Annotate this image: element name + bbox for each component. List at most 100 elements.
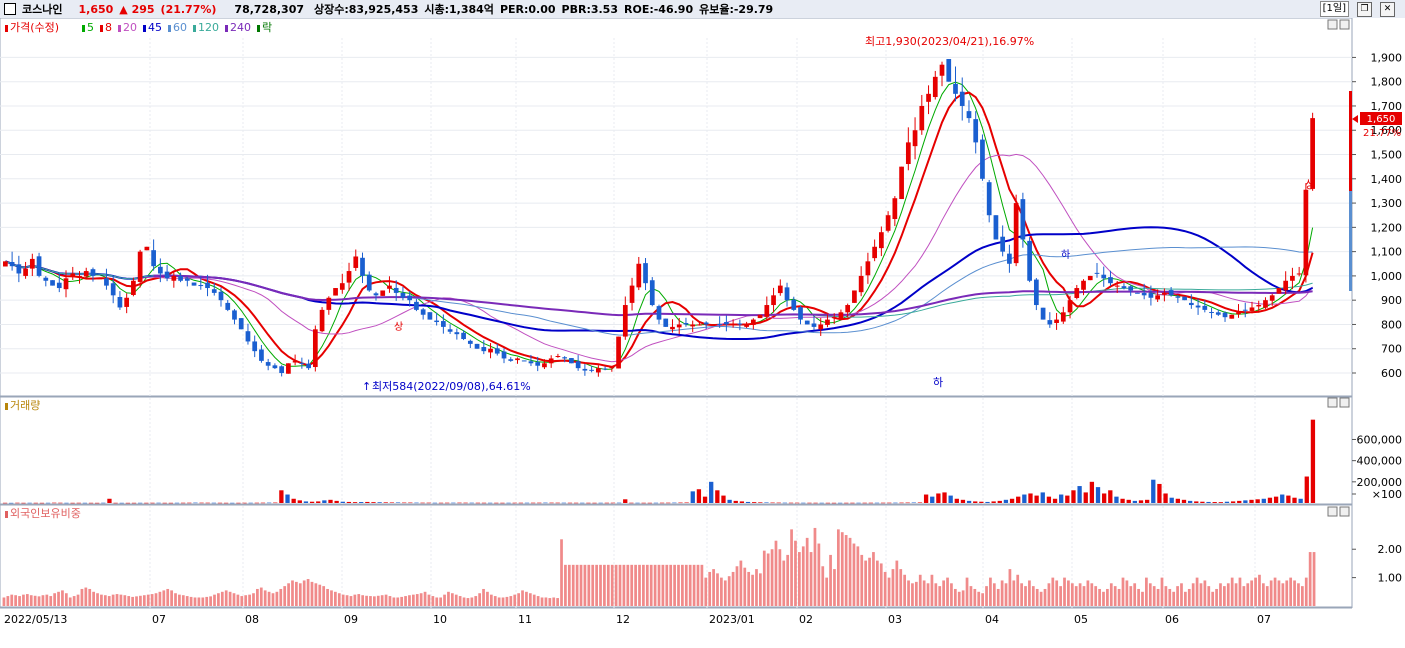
volume-bar bbox=[445, 502, 450, 504]
candle-body bbox=[548, 358, 554, 364]
candle-body bbox=[582, 368, 588, 371]
foreign-bar bbox=[135, 596, 138, 606]
foreign-bar bbox=[1297, 583, 1300, 606]
volume-bar bbox=[426, 502, 431, 504]
volume-bar bbox=[1310, 419, 1316, 503]
candle-body bbox=[919, 105, 925, 131]
foreign-bar bbox=[692, 564, 696, 606]
volume-bar bbox=[672, 502, 677, 504]
foreign-bar bbox=[193, 597, 197, 606]
foreign-bar bbox=[1004, 583, 1008, 606]
price-tick-label: 800 bbox=[1381, 318, 1402, 331]
period-selector[interactable]: [1일] bbox=[1319, 1, 1349, 17]
volume-tick-label: ×100 bbox=[1372, 488, 1402, 501]
price-panel-minimize-icon[interactable] bbox=[1327, 19, 1338, 30]
foreign-bar bbox=[1086, 580, 1090, 606]
foreign-legend-label: 외국인보유비중 bbox=[10, 507, 81, 520]
volume-bar bbox=[758, 502, 763, 503]
candle-body bbox=[366, 274, 372, 291]
foreign-bar bbox=[174, 593, 177, 606]
foreign-bar bbox=[1172, 591, 1176, 606]
candle-body bbox=[811, 323, 817, 327]
foreign-bar bbox=[1055, 580, 1059, 606]
foreign-bar bbox=[798, 552, 801, 606]
restore-window-icon[interactable]: ❐ bbox=[1357, 1, 1372, 17]
stock-chart[interactable]: 가격(수정) 5 8 20 45 60 120 240 락 거래량 외국인보유비중 1,9001… bbox=[0, 18, 1405, 648]
volume-bar bbox=[1194, 501, 1199, 503]
candle-body bbox=[622, 305, 628, 337]
foreign-bar bbox=[712, 569, 715, 606]
foreign-bar bbox=[1082, 586, 1086, 606]
volume-tick-label: 600,000 bbox=[1357, 433, 1403, 446]
price-panel-close-icon[interactable] bbox=[1339, 19, 1350, 30]
candle-body bbox=[858, 275, 864, 293]
foreign-tick-label: 1.00 bbox=[1378, 572, 1403, 585]
candle-body bbox=[993, 215, 999, 240]
volume-bar bbox=[328, 499, 333, 503]
volume-bar bbox=[199, 502, 204, 504]
volume-bar bbox=[745, 501, 751, 503]
close-window-icon[interactable]: ✕ bbox=[1380, 1, 1395, 17]
foreign-bar bbox=[1043, 588, 1047, 606]
volume-bar bbox=[678, 502, 683, 504]
select-checkbox[interactable] bbox=[4, 3, 16, 15]
foreign-bar bbox=[1265, 586, 1269, 606]
volume-bar bbox=[438, 502, 444, 504]
volume-bar bbox=[475, 502, 481, 504]
candle-body bbox=[852, 290, 857, 303]
candle-body bbox=[986, 182, 992, 216]
foreign-panel-close-icon[interactable] bbox=[1339, 506, 1350, 517]
foreign-bar bbox=[1141, 591, 1144, 606]
candle-body bbox=[259, 349, 264, 361]
volume-bar bbox=[1102, 493, 1107, 503]
volume-bar bbox=[979, 501, 984, 503]
foreign-bar bbox=[1211, 591, 1215, 606]
ma-legend-swatch bbox=[225, 25, 228, 32]
volume-bar bbox=[223, 502, 229, 504]
foreign-bar bbox=[517, 593, 520, 606]
foreign-bar bbox=[41, 595, 45, 606]
volume-bar bbox=[1163, 493, 1168, 503]
foreign-bar bbox=[700, 564, 704, 606]
foreign-bar bbox=[1129, 586, 1133, 606]
foreign-bar bbox=[509, 596, 513, 606]
candle-body bbox=[1067, 300, 1073, 313]
volume-bar bbox=[383, 502, 388, 503]
foreign-bar bbox=[287, 583, 290, 606]
foreign-bar bbox=[431, 596, 435, 606]
volume-bar bbox=[610, 502, 616, 504]
volume-bar bbox=[9, 502, 14, 504]
foreign-bar bbox=[626, 564, 630, 606]
x-axis-labels: 2022/05/13 07 08 09 10 11 12 2023/01 02 03 04 05 06 0… bbox=[4, 613, 1271, 626]
candle-body bbox=[110, 283, 116, 296]
month-tick-label: 03 bbox=[888, 613, 902, 626]
volume-bar bbox=[469, 502, 474, 504]
volume-bar bbox=[862, 502, 867, 504]
foreign-bar bbox=[1164, 586, 1168, 606]
volume-panel-minimize-icon[interactable] bbox=[1327, 397, 1338, 408]
foreign-bar bbox=[1184, 591, 1187, 606]
foreign-panel-minimize-icon[interactable] bbox=[1327, 506, 1338, 517]
foreign-bar bbox=[727, 576, 731, 606]
foreign-bar bbox=[950, 583, 953, 606]
foreign-bar bbox=[634, 564, 637, 606]
volume-bar bbox=[813, 502, 818, 504]
foreign-bar bbox=[115, 594, 119, 606]
low-arrow-icon: ↑ bbox=[362, 380, 371, 393]
volume-bar bbox=[291, 498, 296, 503]
volume-bar bbox=[432, 502, 438, 504]
volume-bar bbox=[144, 502, 149, 504]
foreign-bar bbox=[1024, 586, 1027, 606]
candle-body bbox=[791, 299, 797, 310]
volume-bar bbox=[1065, 495, 1070, 503]
volume-bar bbox=[1003, 499, 1009, 503]
foreign-bar bbox=[1000, 580, 1004, 606]
volume-bar bbox=[371, 502, 376, 503]
foreign-bar bbox=[146, 594, 150, 606]
candle-body bbox=[690, 324, 696, 327]
candle-body bbox=[663, 318, 669, 327]
foreign-bar bbox=[645, 564, 649, 606]
price-tick-label: 1,700 bbox=[1371, 100, 1403, 113]
volume-panel-close-icon[interactable] bbox=[1339, 397, 1350, 408]
candle-body bbox=[191, 282, 197, 286]
